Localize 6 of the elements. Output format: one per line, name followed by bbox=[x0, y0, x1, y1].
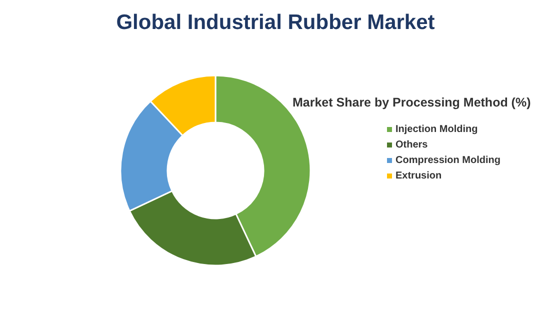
legend-label: Extrusion bbox=[396, 170, 442, 182]
chart-title: Global Industrial Rubber Market bbox=[116, 11, 435, 34]
legend-title: Market Share by Processing Method (%) bbox=[292, 96, 531, 110]
legend-label: Injection Molding bbox=[396, 124, 478, 135]
legend-label: Compression Molding bbox=[396, 155, 500, 166]
legend-label: Others bbox=[396, 140, 428, 150]
